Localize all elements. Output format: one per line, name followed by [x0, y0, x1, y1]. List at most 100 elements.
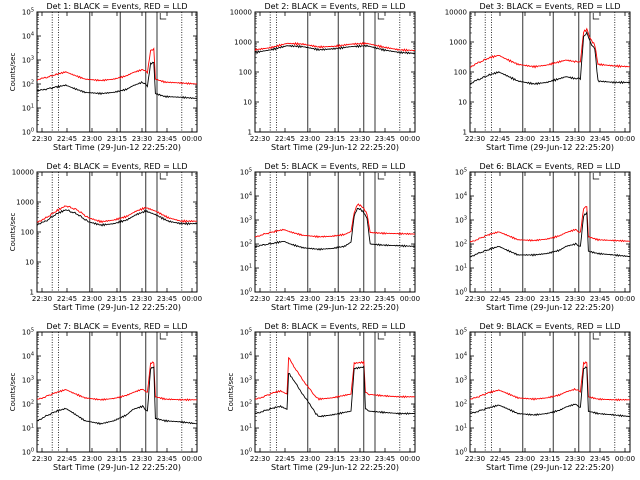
x-tick-label: 23:15	[325, 455, 345, 463]
y-tick-label: 105	[240, 168, 252, 177]
chart-title: Det 3: BLACK = Events, RED = LLD	[480, 2, 621, 11]
y-tick-label: 104	[455, 352, 467, 361]
chart-panel-6: Det 6: BLACK = Events, RED = LLD 100 101 10…	[455, 162, 635, 312]
x-tick-label: 22:30	[32, 295, 52, 303]
series-events-line	[254, 365, 415, 418]
x-tick-label: 23:30	[565, 455, 585, 463]
x-tick-label: 00:00	[615, 295, 635, 303]
x-tick-label: 22:45	[490, 135, 510, 143]
y-tick-label: 1	[248, 129, 252, 137]
x-tick-label: 23:15	[325, 295, 345, 303]
chart-title: Det 1: BLACK = Events, RED = LLD	[47, 2, 188, 11]
chart-title: Det 4: BLACK = Events, RED = LLD	[47, 162, 188, 171]
x-tick-label: 23:45	[157, 295, 177, 303]
x-tick-label: 22:45	[275, 135, 295, 143]
y-tick-label: 1	[463, 129, 467, 137]
interval-bracket	[592, 13, 600, 20]
plot-frame	[36, 11, 198, 133]
x-tick-label: 23:45	[375, 455, 395, 463]
plot-frame	[254, 331, 416, 453]
x-tick-label: 23:15	[540, 455, 560, 463]
series-lld-line	[254, 356, 415, 401]
y-tick-label: 105	[22, 8, 34, 17]
y-tick-label: 104	[240, 192, 252, 201]
y-tick-label: 103	[455, 376, 467, 385]
x-tick-label: 23:30	[132, 295, 152, 303]
y-tick-label: 1000	[449, 39, 467, 47]
series-lld-line	[469, 27, 631, 69]
y-tick-label: 102	[455, 240, 467, 249]
chart-panel-1: Det 1: BLACK = Events, RED = LLD 100 101 10…	[9, 2, 202, 152]
y-axis-label: Counts/sec	[9, 53, 17, 92]
y-tick-label: 102	[240, 240, 252, 249]
y-tick-label: 101	[455, 264, 467, 273]
x-axis-label: Start Time (29-Jun-12 22:25:20)	[486, 303, 614, 312]
y-tick-label: 100	[240, 288, 252, 297]
y-tick-label: 100	[455, 288, 467, 297]
y-tick-label: 105	[240, 328, 252, 337]
chart-title: Det 2: BLACK = Events, RED = LLD	[265, 2, 406, 11]
y-tick-label: 1000	[16, 199, 34, 207]
plot-frame	[36, 331, 198, 453]
y-tick-label: 101	[240, 424, 252, 433]
y-tick-label: 100	[21, 229, 34, 237]
y-tick-label: 103	[240, 376, 252, 385]
y-tick-label: 102	[22, 400, 34, 409]
x-axis-label: Start Time (29-Jun-12 22:25:20)	[271, 143, 399, 152]
y-tick-label: 103	[22, 56, 34, 65]
x-tick-label: 22:30	[32, 455, 52, 463]
x-tick-label: 23:00	[300, 295, 320, 303]
x-tick-label: 22:45	[490, 455, 510, 463]
plot-frame	[254, 171, 416, 293]
x-tick-label: 23:30	[565, 295, 585, 303]
x-tick-label: 22:30	[465, 135, 485, 143]
x-axis-label: Start Time (29-Jun-12 22:25:20)	[271, 303, 399, 312]
x-tick-label: 23:30	[132, 455, 152, 463]
chart-panel-8: Det 8: BLACK = Events, RED = LLD 100 101 10…	[227, 322, 420, 472]
chart-panel-7: Det 7: BLACK = Events, RED = LLD 100 101 10…	[9, 322, 202, 472]
y-tick-label: 10	[25, 259, 34, 267]
x-axis-label: Start Time (29-Jun-12 22:25:20)	[271, 463, 399, 472]
x-tick-label: 23:30	[350, 295, 370, 303]
interval-bracket	[377, 173, 385, 180]
y-tick-label: 10000	[445, 9, 467, 17]
y-tick-label: 100	[454, 69, 467, 77]
x-tick-label: 23:45	[590, 295, 610, 303]
x-tick-label: 22:30	[32, 135, 52, 143]
y-tick-label: 101	[240, 264, 252, 273]
x-axis-label: Start Time (29-Jun-12 22:25:20)	[486, 463, 614, 472]
interval-bracket	[159, 173, 167, 180]
y-tick-label: 1	[30, 289, 34, 297]
chart-title: Det 8: BLACK = Events, RED = LLD	[265, 322, 406, 331]
y-tick-label: 105	[22, 328, 34, 337]
x-tick-label: 23:00	[300, 455, 320, 463]
x-tick-label: 22:45	[57, 295, 77, 303]
y-tick-label: 10000	[12, 169, 34, 177]
x-tick-label: 23:30	[565, 135, 585, 143]
series-lld-line	[36, 361, 198, 402]
interval-bracket	[592, 173, 600, 180]
x-tick-label: 00:00	[182, 295, 202, 303]
x-tick-label: 00:00	[400, 295, 420, 303]
series-events-line	[36, 366, 198, 426]
x-tick-label: 22:45	[275, 295, 295, 303]
x-tick-label: 23:15	[107, 135, 127, 143]
y-axis-label: Counts/sec	[9, 213, 17, 252]
x-tick-label: 23:30	[350, 455, 370, 463]
x-tick-label: 23:30	[350, 135, 370, 143]
x-tick-label: 00:00	[400, 135, 420, 143]
y-tick-label: 10000	[230, 9, 252, 17]
x-tick-label: 22:45	[57, 135, 77, 143]
series-lld-line	[254, 41, 416, 53]
x-tick-label: 00:00	[615, 135, 635, 143]
x-tick-label: 00:00	[400, 455, 420, 463]
plot-frame	[36, 171, 198, 293]
chart-panel-5: Det 5: BLACK = Events, RED = LLD 100 101 10…	[240, 162, 420, 312]
y-tick-label: 102	[455, 400, 467, 409]
y-tick-label: 104	[22, 352, 34, 361]
x-tick-label: 22:30	[250, 455, 270, 463]
y-axis-label: Counts/sec	[9, 373, 17, 412]
plot-frame	[469, 11, 631, 133]
y-tick-label: 100	[239, 69, 252, 77]
